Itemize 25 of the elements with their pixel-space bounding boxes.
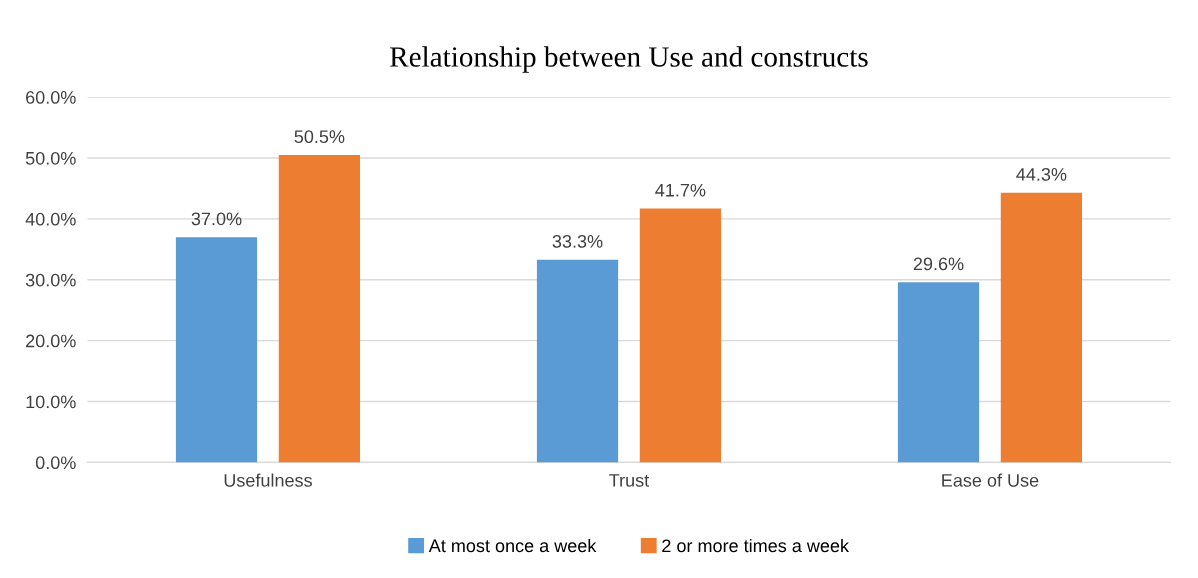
y-tick-label: 30.0% — [25, 273, 76, 287]
y-tick-label: 60.0% — [26, 91, 76, 104]
chart-title: Relationship between Use and constructs — [390, 46, 868, 73]
bar — [1000, 192, 1082, 463]
legend-label: At most once a week — [428, 538, 597, 553]
x-tick-label: Usefulness — [224, 473, 312, 487]
data-label: 37.0% — [191, 212, 242, 226]
bar — [897, 282, 980, 463]
y-tick-label: 50.0% — [25, 151, 76, 165]
data-label: 41.7% — [655, 183, 706, 197]
legend-label: 2 or more times a week — [662, 538, 850, 553]
y-tick-label: 0.0% — [35, 456, 76, 470]
data-label: 29.6% — [913, 257, 964, 271]
bar — [639, 208, 721, 463]
bar — [278, 154, 361, 463]
bar — [175, 237, 258, 463]
y-tick-label: 40.0% — [25, 212, 76, 226]
x-tick-label: Trust — [609, 474, 650, 487]
data-label: 44.3% — [1016, 168, 1067, 181]
data-label: 50.5% — [294, 130, 345, 144]
data-label: 33.3% — [552, 234, 603, 248]
y-tick-label: 10.0% — [26, 395, 76, 409]
bar — [536, 259, 619, 463]
y-tick-label: 20.0% — [26, 334, 76, 348]
x-tick-label: Ease of Use — [942, 473, 1039, 487]
